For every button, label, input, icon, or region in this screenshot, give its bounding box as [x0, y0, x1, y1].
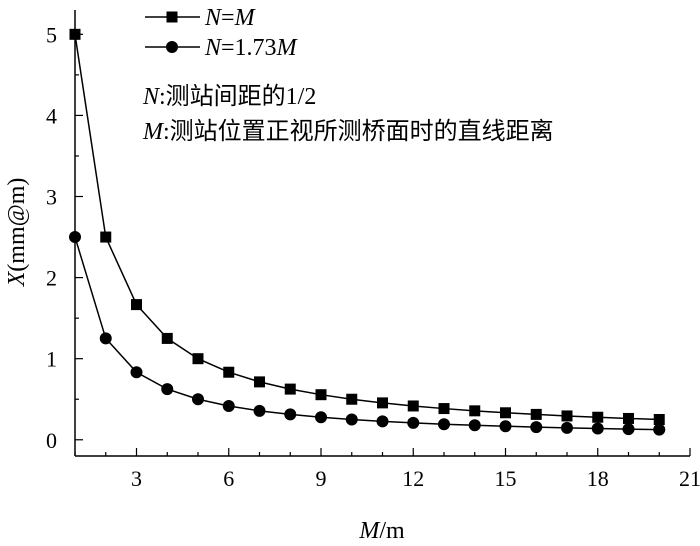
- data-point-square: [315, 389, 327, 401]
- y-axis-label: X(mm@m): [4, 178, 30, 288]
- data-point-square: [100, 231, 112, 243]
- data-point-square: [530, 408, 542, 420]
- legend-entry-square: N=M: [145, 5, 257, 31]
- data-point-circle: [591, 422, 604, 435]
- x-tick-label: 12: [402, 466, 424, 491]
- data-point-circle: [376, 415, 389, 428]
- data-point-circle: [99, 332, 112, 345]
- data-point-circle: [622, 423, 635, 436]
- x-tick-label: 6: [223, 466, 234, 491]
- data-point-square: [653, 414, 665, 426]
- data-point-circle: [438, 418, 450, 431]
- data-point-square: [469, 405, 481, 417]
- annotation-n: N:测站间距的1/2: [142, 83, 316, 110]
- x-axis-label: M/m: [358, 518, 405, 544]
- x-tick-label: 15: [495, 466, 517, 491]
- data-point-square: [623, 412, 634, 424]
- data-point-circle: [253, 404, 266, 417]
- data-point-square: [284, 383, 296, 395]
- legend-square-marker: [166, 11, 178, 23]
- data-point-circle: [315, 411, 327, 424]
- legend-label-circle: N=1.73M: [204, 35, 299, 61]
- y-tick-label: 5: [46, 22, 57, 47]
- series-layer: [69, 28, 666, 436]
- data-point-circle: [407, 416, 420, 429]
- data-point-square: [161, 332, 173, 344]
- data-point-square: [131, 299, 142, 311]
- data-point-square: [500, 407, 511, 419]
- legend-entry-circle: N=1.73M: [145, 35, 299, 61]
- data-point-circle: [499, 420, 512, 433]
- x-tick-label: 21: [679, 466, 700, 491]
- data-point-circle: [284, 408, 297, 421]
- x-tick-label: 9: [316, 466, 327, 491]
- data-point-circle: [653, 423, 666, 436]
- x-tick-label: 18: [587, 466, 609, 491]
- data-point-square: [254, 376, 265, 388]
- data-point-circle: [222, 399, 235, 412]
- data-point-square: [592, 411, 604, 423]
- y-tick-label: 4: [46, 103, 57, 128]
- data-point-square: [223, 366, 235, 378]
- data-point-square: [438, 403, 450, 415]
- data-point-circle: [468, 419, 481, 432]
- data-point-circle: [69, 231, 81, 244]
- data-point-square: [346, 393, 358, 405]
- data-point-circle: [530, 421, 543, 434]
- data-point-circle: [161, 383, 174, 396]
- y-tick-label: 3: [46, 185, 57, 210]
- data-point-square: [192, 353, 204, 365]
- legend: N=M N=1.73M: [145, 5, 299, 61]
- y-tick-label: 0: [46, 428, 57, 453]
- data-point-square: [561, 410, 573, 422]
- x-tick-label: 3: [131, 466, 142, 491]
- legend-circle-marker: [166, 41, 178, 53]
- data-point-square: [377, 397, 388, 409]
- data-point-square: [407, 400, 419, 412]
- data-point-square: [69, 28, 81, 40]
- data-point-circle: [345, 413, 358, 426]
- annotation-m: M:测站位置正视所测桥面时的直线距离: [142, 118, 554, 145]
- y-tick-label: 1: [46, 347, 57, 372]
- legend-label-square: N=M: [204, 5, 257, 31]
- y-tick-label: 2: [46, 266, 57, 291]
- data-point-circle: [130, 366, 143, 379]
- data-point-circle: [561, 421, 573, 434]
- data-point-circle: [192, 393, 204, 406]
